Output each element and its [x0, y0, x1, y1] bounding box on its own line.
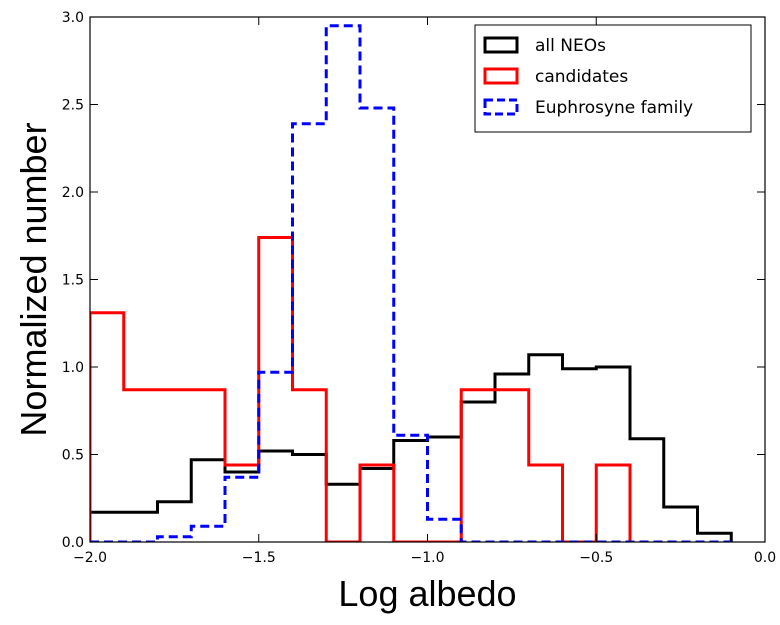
legend-label: all NEOs [535, 36, 606, 56]
ticks-layer: −2.0 −1.5 −1.0 −0.5 0.0 0.0 0.5 1.0 1.5 2.0 2.5 3.0 [62, 10, 776, 566]
legend: all NEOs candidates Euphrosyne family [474, 24, 752, 133]
x-tick-label: −0.5 [579, 550, 613, 566]
series-2-step-line [90, 24, 732, 542]
y-axis-title: Normalized number [13, 122, 54, 436]
y-tick-label: 0.5 [62, 448, 84, 464]
series-1-step-line [90, 236, 632, 542]
y-tick-label: 1.5 [62, 273, 84, 289]
y-tick-label: 2.5 [62, 98, 84, 114]
x-tick-label: −2.0 [73, 550, 107, 566]
legend-box [474, 24, 752, 133]
legend-swatch [483, 98, 519, 116]
x-tick-label: −1.5 [242, 550, 276, 566]
series-0-step-line [90, 353, 733, 542]
series-layer [90, 24, 733, 542]
x-tick-label: −1.0 [411, 550, 445, 566]
y-tick-label: 3.0 [62, 10, 84, 26]
x-axis-title: Log albedo [338, 573, 516, 614]
y-tick-label: 1.0 [62, 360, 84, 376]
legend-swatch [483, 36, 519, 54]
legend-label: Euphrosyne family [535, 98, 693, 118]
x-tick-label: 0.0 [754, 550, 776, 566]
y-tick-label: 2.0 [62, 185, 84, 201]
legend-label: candidates [535, 67, 628, 87]
y-tick-label: 0.0 [62, 535, 84, 551]
legend-swatch [483, 67, 519, 85]
